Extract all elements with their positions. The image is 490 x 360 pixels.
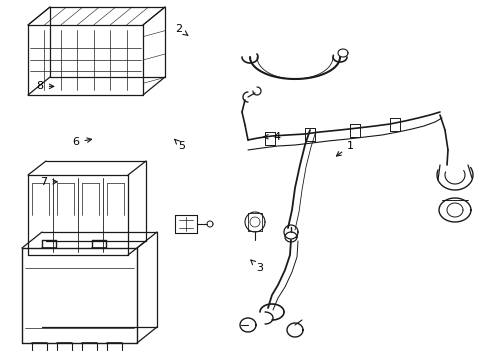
- Text: 1: 1: [337, 141, 354, 156]
- Text: 8: 8: [37, 81, 54, 91]
- Text: 6: 6: [73, 137, 92, 147]
- Text: 2: 2: [175, 24, 188, 35]
- Text: 3: 3: [251, 260, 263, 273]
- Text: 7: 7: [41, 177, 57, 187]
- Text: 5: 5: [175, 139, 185, 151]
- Text: 4: 4: [264, 132, 280, 142]
